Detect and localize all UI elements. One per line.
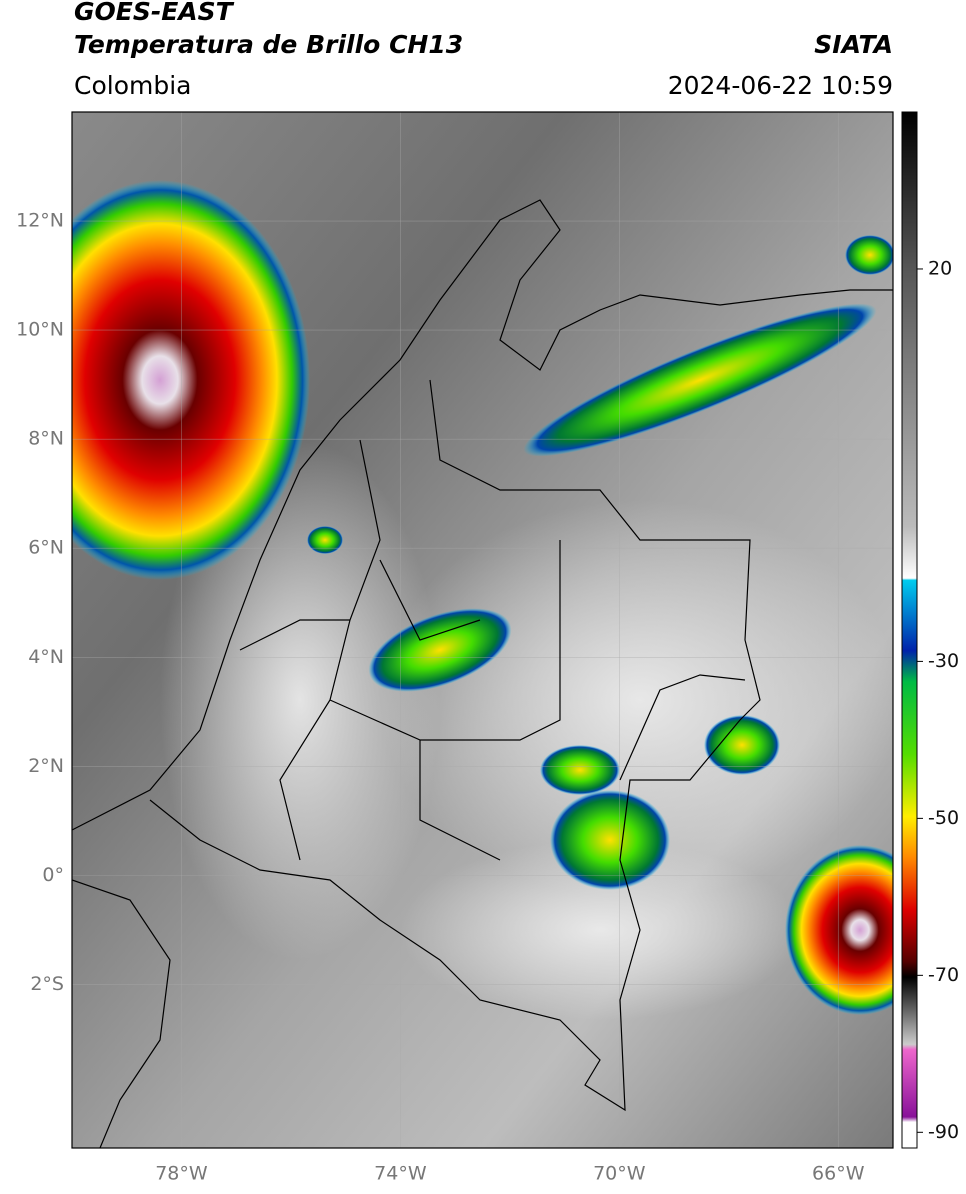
imagery	[72, 112, 893, 1148]
lat-tick-label: 12°N	[16, 210, 64, 232]
lon-tick-label: 66°W	[812, 1163, 865, 1185]
cloud-haze	[400, 840, 800, 1020]
storm-cell	[785, 845, 893, 1015]
lon-tick-label: 70°W	[593, 1163, 646, 1185]
subtitle: Temperatura de Brillo CH13	[74, 30, 463, 59]
colorbar-tick-label: 20	[928, 257, 952, 279]
storm-cell	[72, 180, 310, 580]
axis-labels: 12°N 10°N 8°N 6°N 4°N 2°N 0° 2°S 78°W 74°W 70°W 66°…	[16, 210, 959, 1185]
convective-cell	[704, 715, 780, 775]
colorbar-tick-label: -90	[928, 1121, 959, 1143]
department-border	[239, 439, 561, 861]
coastline	[72, 199, 893, 831]
lat-tick-label: 2°S	[30, 973, 64, 995]
colorbar-tick-label: -70	[928, 964, 959, 986]
map-frame	[71, 111, 894, 1149]
lat-tick-label: 8°N	[28, 428, 64, 450]
cloud-haze	[160, 440, 440, 960]
source: SIATA	[814, 30, 893, 59]
lat-tick-label: 2°N	[28, 755, 64, 777]
graticule	[72, 112, 893, 1148]
region: Colombia	[74, 71, 191, 100]
convective-cell	[368, 608, 512, 692]
convective-cell	[540, 745, 620, 795]
colorbar	[901, 111, 918, 1149]
colorbar-tick-label: -50	[928, 807, 959, 829]
lon-tick-label: 78°W	[155, 1163, 208, 1185]
lat-tick-label: 10°N	[16, 319, 64, 341]
convective-cell	[307, 526, 343, 554]
lon-tick-label: 74°W	[374, 1163, 427, 1185]
country-border	[72, 879, 171, 1148]
convective-cell	[550, 790, 670, 890]
convective-cell	[845, 235, 893, 275]
lat-tick-label: 4°N	[28, 646, 64, 668]
title: GOES-EAST	[74, 0, 235, 26]
colorbar-tick-label: -30	[928, 650, 959, 672]
cloud-haze	[380, 500, 893, 900]
lat-tick-label: 0°	[42, 864, 64, 886]
country-border	[619, 674, 746, 781]
convective-band	[523, 303, 877, 457]
datetime: 2024-06-22 10:59	[668, 71, 893, 100]
lat-tick-label: 6°N	[28, 537, 64, 559]
country-border	[149, 379, 761, 1112]
